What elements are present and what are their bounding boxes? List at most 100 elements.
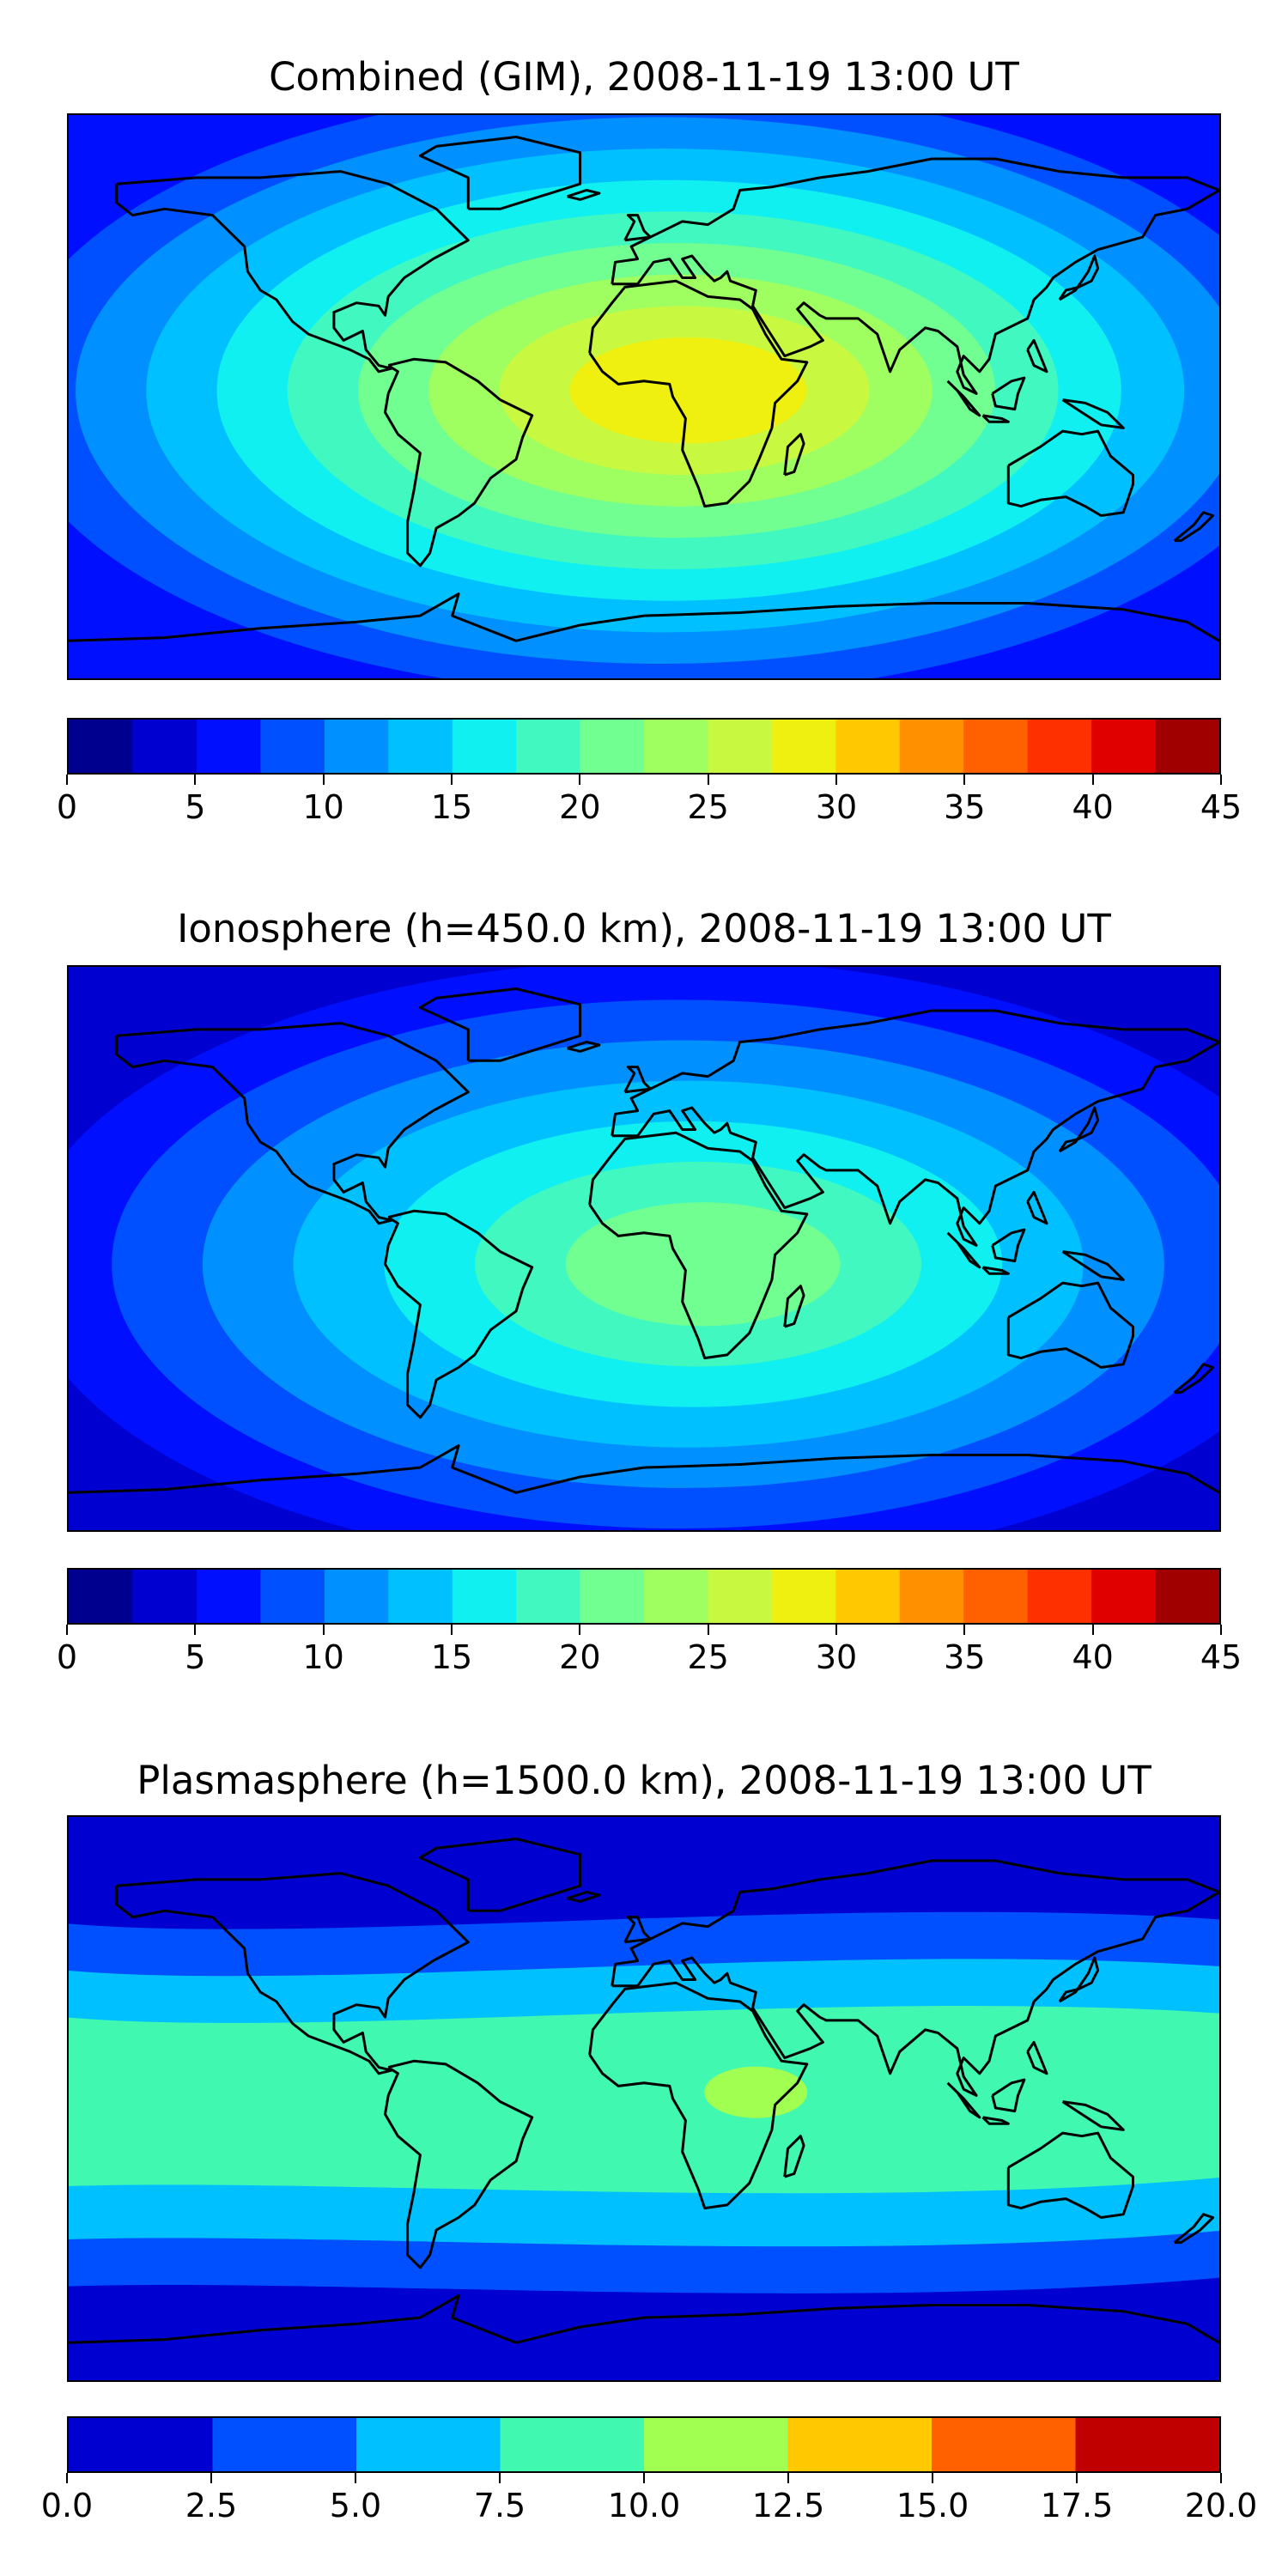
colorbar-swatch — [899, 720, 964, 773]
colorbar-swatch — [1091, 720, 1157, 773]
colorbar-tick-label: 20 — [559, 788, 601, 826]
coastline — [588, 1131, 809, 1360]
ionosphere-title: Ionosphere (h=450.0 km), 2008-11-19 13:0… — [177, 906, 1111, 951]
colorbar-swatch — [580, 1570, 645, 1623]
coastline — [567, 1891, 601, 1903]
colorbar-tick-label: 10.0 — [607, 2487, 681, 2524]
coastline — [418, 136, 582, 210]
colorbar-swatch — [963, 1570, 1029, 1623]
coastline — [1173, 2213, 1215, 2245]
colorbar-swatch — [708, 1570, 773, 1623]
colorbar-swatch — [580, 720, 645, 773]
colorbar-tick — [66, 2473, 68, 2483]
coastlines — [69, 1838, 1219, 2344]
colorbar-tick-label: 2.5 — [185, 2487, 238, 2524]
colorbar-swatch — [644, 720, 708, 773]
colorbar-swatch — [500, 2418, 645, 2471]
colorbar-tick — [963, 775, 966, 785]
colorbar-tick — [322, 1625, 325, 1635]
colorbar-swatch — [963, 720, 1029, 773]
coastline — [1026, 1190, 1048, 1225]
colorbar-tick-label: 40 — [1072, 1638, 1114, 1676]
coastline — [115, 1022, 470, 1225]
field-layer — [69, 115, 1219, 678]
colorbar-tick-label: 10 — [302, 788, 344, 826]
coastline — [418, 1838, 582, 1912]
colorbar-tick-label: 7.5 — [473, 2487, 526, 2524]
colorbar-swatch — [835, 720, 901, 773]
coastline — [1026, 2040, 1048, 2075]
colorbar-tick-label: 35 — [944, 1638, 986, 1676]
colorbar-swatch — [1027, 720, 1092, 773]
colorbar-tick-label: 25 — [687, 788, 729, 826]
coastline — [588, 1981, 809, 2210]
contour-peak — [308, 2064, 532, 2151]
combined-title: Combined (GIM), 2008-11-19 13:00 UT — [269, 54, 1019, 100]
colorbar-tick-label: 15.0 — [896, 2487, 969, 2524]
colorbar-tick-label: 0 — [56, 1638, 78, 1676]
colorbar-tick — [451, 1625, 453, 1635]
colorbar-tick — [707, 1625, 709, 1635]
colorbar-swatch — [132, 1570, 197, 1623]
colorbar-tick-label: 25 — [687, 1638, 729, 1676]
coastline — [567, 1041, 601, 1053]
colorbar-swatch — [1075, 2418, 1219, 2471]
colorbar-tick — [1076, 2473, 1078, 2483]
coastline — [1006, 429, 1134, 517]
coastline — [981, 1266, 1010, 1275]
coastline — [1061, 2100, 1125, 2131]
colorbar-tick — [643, 2473, 645, 2483]
colorbar-swatch — [771, 1570, 836, 1623]
colorbar-tick-label: 30 — [815, 788, 858, 826]
combined-map — [67, 113, 1221, 680]
coastline — [1058, 254, 1100, 301]
colorbar-tick-label: 10 — [302, 1638, 344, 1676]
combined-colorbar-ticks: 0 5 10 15 20 25 30 35 40 45 — [57, 775, 1242, 835]
coastline — [1058, 1106, 1100, 1153]
colorbar-swatch — [1155, 720, 1219, 773]
coastline — [115, 1872, 470, 2075]
colorbar-swatch — [787, 2418, 933, 2471]
colorbar-swatch — [899, 1570, 964, 1623]
colorbar-swatch — [644, 1570, 708, 1623]
colorbar-tick-label: 0.0 — [40, 2487, 94, 2524]
colorbar-tick — [322, 775, 325, 785]
coastline — [946, 2081, 981, 2119]
coastline — [384, 2059, 534, 2269]
colorbar-swatch — [69, 720, 133, 773]
colorbar-tick — [835, 775, 837, 785]
colorbar-tick-label: 17.5 — [1040, 2487, 1114, 2524]
coastline — [991, 376, 1026, 411]
colorbar-tick-label: 20 — [559, 1638, 601, 1676]
coastline — [1061, 398, 1125, 429]
plasmasphere-colorbar — [67, 2416, 1221, 2473]
colorbar-tick-label: 45 — [1200, 1638, 1242, 1676]
colorbar-tick-label: 0 — [56, 788, 78, 826]
colorbar-tick — [835, 1625, 837, 1635]
coastline — [69, 2294, 1219, 2344]
coastline — [1173, 1363, 1215, 1394]
coastline — [567, 189, 601, 201]
colorbar-swatch — [260, 720, 325, 773]
coastline — [1173, 511, 1215, 543]
coastline — [384, 1209, 534, 1419]
colorbar-swatch — [388, 1570, 453, 1623]
colorbar-tick — [963, 1625, 966, 1635]
coastline — [981, 2116, 1010, 2125]
colorbar-tick — [1091, 1625, 1094, 1635]
colorbar-tick-label: 5 — [185, 1638, 206, 1676]
coastline — [611, 1859, 1219, 2097]
coastline — [69, 1444, 1219, 1494]
colorbar-tick-label: 40 — [1072, 788, 1114, 826]
colorbar-tick — [66, 1625, 68, 1635]
coastline — [946, 1231, 981, 1269]
field-layer — [69, 1817, 1219, 2380]
colorbar-swatch — [212, 2418, 357, 2471]
colorbar-swatch — [324, 720, 389, 773]
colorbar-swatch — [771, 720, 836, 773]
coastline — [623, 1916, 652, 1944]
coastline — [981, 414, 1010, 423]
colorbar-swatch — [1091, 1570, 1157, 1623]
colorbar-tick — [787, 2473, 789, 2483]
field-layer — [69, 967, 1219, 1530]
